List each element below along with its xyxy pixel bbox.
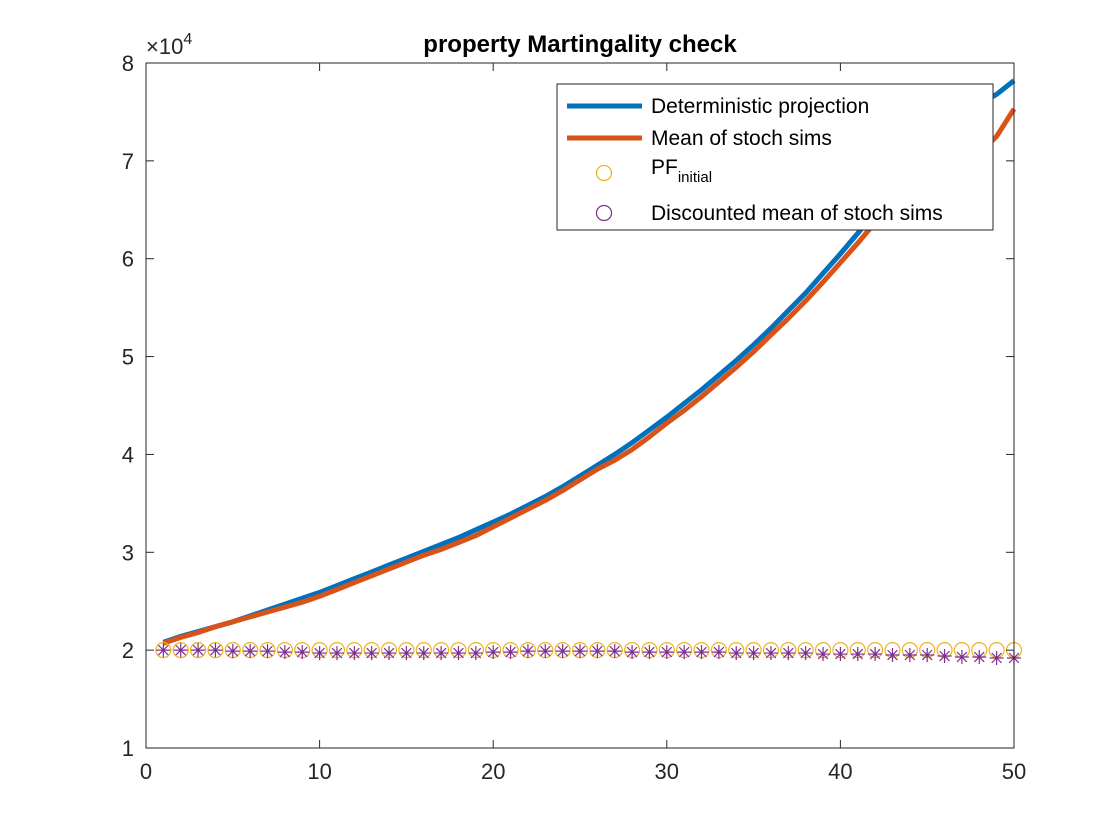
legend-label-text: Discounted mean of stoch sims xyxy=(651,202,943,225)
legend: Deterministic projection Mean of stoch si… xyxy=(556,83,994,231)
data-point xyxy=(538,644,553,659)
legend-label-subscript: initial xyxy=(678,169,712,186)
data-point xyxy=(625,645,640,660)
data-point xyxy=(189,642,207,659)
data-point xyxy=(277,645,292,660)
data-point xyxy=(486,645,501,660)
data-point xyxy=(295,645,310,660)
legend-label-text: Mean of stoch sims xyxy=(651,127,832,150)
data-point xyxy=(729,646,744,661)
legend-label: PFinitial xyxy=(651,156,712,186)
y-tick-label: 7 xyxy=(122,149,134,174)
data-point xyxy=(207,642,224,659)
data-point xyxy=(781,646,796,661)
data-point xyxy=(520,644,535,659)
x-tick-label: 50 xyxy=(1002,759,1026,784)
data-point xyxy=(590,644,605,659)
x-tick-label: 20 xyxy=(481,759,505,784)
data-point xyxy=(607,644,622,659)
data-point xyxy=(347,646,362,661)
data-point xyxy=(902,648,917,663)
data-point xyxy=(885,648,900,663)
y-exponent-power: 4 xyxy=(183,31,192,48)
data-point xyxy=(364,646,379,661)
data-point xyxy=(155,642,172,659)
y-tick-label: 3 xyxy=(122,540,134,565)
data-point xyxy=(172,642,189,659)
legend-label: Discounted mean of stoch sims xyxy=(651,202,943,225)
chart-title: property Martingality check xyxy=(423,31,737,58)
data-point xyxy=(399,646,414,661)
data-point xyxy=(260,644,275,659)
data-point xyxy=(173,643,188,658)
x-tick-label: 30 xyxy=(655,759,679,784)
legend-label-text: Deterministic projection xyxy=(651,95,869,118)
y-exponent-base: ×10 xyxy=(146,34,183,59)
data-point xyxy=(746,646,761,661)
data-point xyxy=(416,646,431,661)
data-point xyxy=(642,645,657,660)
data-point xyxy=(711,645,726,660)
data-point xyxy=(937,649,952,664)
data-point xyxy=(816,647,831,662)
data-point xyxy=(451,646,466,661)
data-point xyxy=(798,646,813,661)
legend-item: Deterministic projection xyxy=(567,95,869,118)
y-axis-exponent: ×104 xyxy=(146,31,192,59)
y-tick-label: 1 xyxy=(122,736,134,761)
data-point xyxy=(573,644,587,659)
legend-item: Discounted mean of stoch sims xyxy=(595,202,943,225)
data-point xyxy=(312,646,327,661)
data-point xyxy=(833,647,848,662)
y-tick-label: 5 xyxy=(122,345,134,370)
axes-box xyxy=(145,62,1015,749)
legend-label: Deterministic projection xyxy=(651,95,869,118)
data-point xyxy=(382,646,397,661)
x-tick-label: 10 xyxy=(307,759,331,784)
y-tick-label: 6 xyxy=(122,247,134,272)
data-point xyxy=(763,646,778,661)
data-point xyxy=(191,643,206,658)
y-tick-label: 8 xyxy=(122,51,134,76)
data-point xyxy=(850,647,865,662)
data-point xyxy=(225,644,240,659)
legend-marker xyxy=(595,164,613,182)
data-point xyxy=(434,646,449,661)
legend-item: PFinitial xyxy=(595,156,712,186)
data-point xyxy=(243,644,258,659)
data-point xyxy=(555,644,570,659)
legend-marker xyxy=(595,204,613,222)
data-point xyxy=(972,649,987,664)
ticks-layer: 0 10 20 30 40 50 1 2 3 4 5 6 7 8 xyxy=(122,51,1026,784)
data-point xyxy=(468,646,483,661)
x-tick-label: 40 xyxy=(828,759,852,784)
data-point xyxy=(659,645,674,660)
x-tick-label: 0 xyxy=(140,759,152,784)
data-point xyxy=(868,647,883,662)
data-point xyxy=(920,648,935,663)
data-point xyxy=(954,649,969,664)
y-tick-label: 2 xyxy=(122,638,134,663)
data-point xyxy=(677,645,692,660)
data-point xyxy=(329,646,344,661)
data-point xyxy=(694,645,709,660)
y-tick-label: 4 xyxy=(122,442,134,467)
data-point xyxy=(208,643,223,658)
data-point xyxy=(989,650,1004,665)
data-point xyxy=(156,643,171,658)
data-point xyxy=(503,645,518,660)
legend-label-text: PF xyxy=(651,156,678,179)
legend-label: Mean of stoch sims xyxy=(651,127,832,150)
legend-item: Mean of stoch sims xyxy=(567,127,832,150)
